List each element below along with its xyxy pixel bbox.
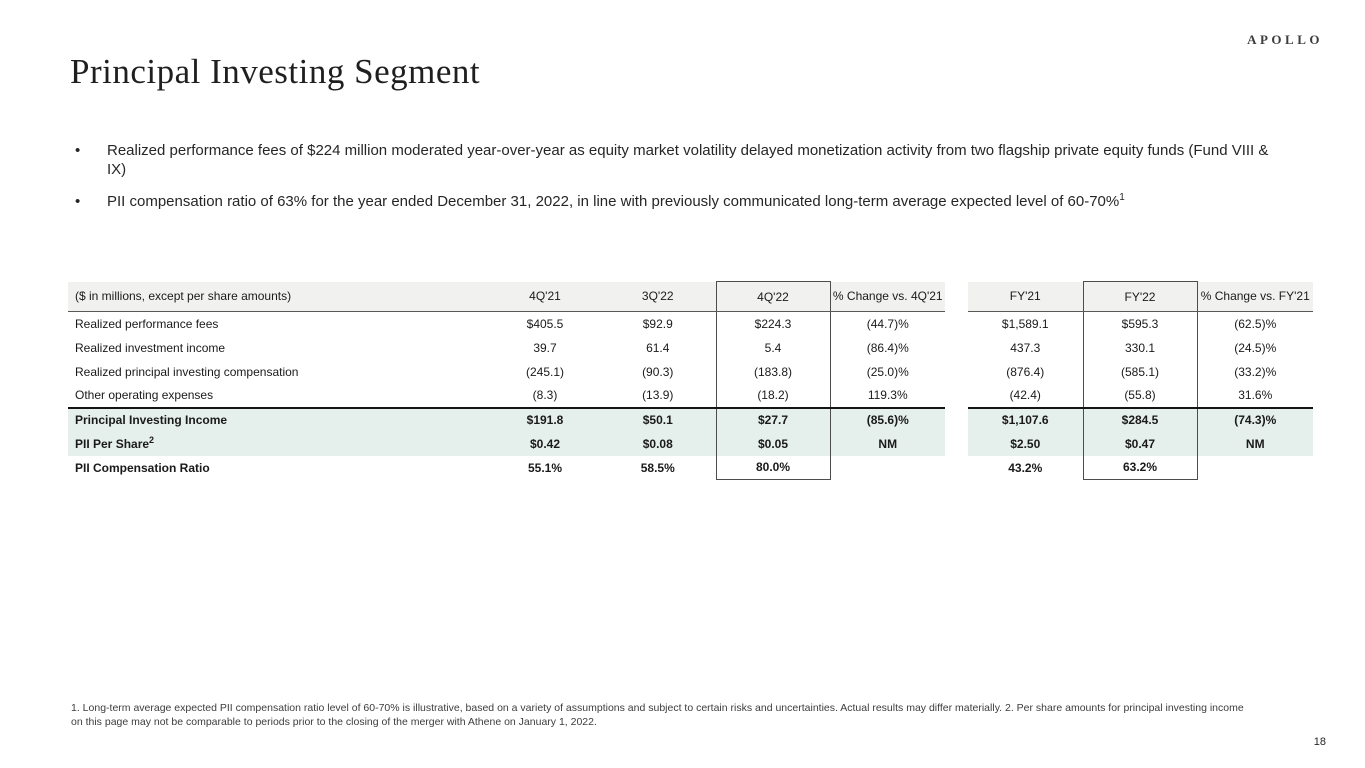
- column-header-3q22: 3Q'22: [600, 281, 716, 312]
- table-cell: 61.4: [646, 340, 670, 355]
- bullet-item: • PII compensation ratio of 63% for the y…: [75, 192, 1290, 211]
- table-cell: (42.4): [968, 383, 1083, 409]
- table-cell: [1197, 456, 1313, 480]
- table-cell: $224.3: [715, 311, 831, 336]
- table-row: Principal Investing Income $191.8 $50.1 $27…: [68, 407, 1313, 432]
- row-label: Realized performance fees: [75, 316, 219, 331]
- table-row: Realized investment income 39.7 61.4 5.4 (86…: [68, 335, 1313, 360]
- table-cell: (85.6)%: [830, 407, 945, 432]
- table-cell: 55.1%: [527, 460, 563, 475]
- row-label: Principal Investing Income: [68, 407, 490, 432]
- table-cell: 58.5%: [640, 460, 675, 475]
- table-cell: (44.7)%: [866, 316, 909, 331]
- table-cell: NM: [1197, 431, 1313, 456]
- column-group-gap: [945, 407, 968, 432]
- table-cell: 119.3%: [830, 383, 945, 409]
- table-cell: 31.6%: [1197, 383, 1313, 409]
- table-cell: $595.3: [1082, 311, 1198, 336]
- column-group-gap: [945, 455, 968, 480]
- table-cell: 437.3: [1010, 340, 1041, 355]
- table-cell: 39.7: [533, 340, 557, 355]
- row-label: PII Per Share2: [68, 431, 490, 456]
- table-cell: (8.3): [490, 383, 600, 409]
- column-group-gap: [945, 383, 968, 408]
- column-group-gap: [945, 431, 968, 456]
- footnote: 1. Long-term average expected PII compen…: [71, 702, 1244, 728]
- table-row: PII Compensation Ratio 55.1% 58.5% 80.0% 43.…: [68, 455, 1313, 480]
- table-cell: $284.5: [1082, 407, 1198, 432]
- row-label: Other operating expenses: [68, 383, 490, 409]
- table-cell: $1,107.6: [968, 407, 1083, 432]
- table-cell: (183.8): [715, 359, 831, 384]
- column-header-change-fy21: % Change vs. FY'21: [1197, 281, 1313, 312]
- bullet-item: • Realized performance fees of $224 milli…: [75, 141, 1290, 179]
- table-cell: $0.08: [600, 431, 716, 456]
- table-cell: [830, 456, 945, 480]
- table-cell: $27.7: [715, 407, 831, 432]
- page-title: Principal Investing Segment: [70, 52, 481, 91]
- column-group-gap: [945, 359, 968, 384]
- table-cell: (86.4)%: [866, 340, 909, 355]
- table-cell: (62.5)%: [1234, 316, 1277, 331]
- table-cell: (55.8): [1082, 383, 1198, 409]
- table-cell: 43.2%: [1008, 460, 1043, 475]
- table-cell: 330.1: [1082, 335, 1198, 360]
- table-cell: $1,589.1: [1001, 316, 1049, 331]
- table-header-row: ($ in millions, except per share amounts…: [68, 281, 1313, 312]
- table-cell: $191.8: [490, 407, 600, 432]
- bullet-list: • Realized performance fees of $224 milli…: [75, 141, 1290, 224]
- table-units-label: ($ in millions, except per share amounts…: [68, 281, 490, 312]
- table-cell: (90.3): [642, 364, 674, 379]
- table-cell: $50.1: [600, 407, 716, 432]
- apollo-logo: APOLLO: [1247, 32, 1323, 47]
- bullet-marker: •: [75, 142, 81, 159]
- table-cell: (13.9): [600, 383, 716, 409]
- bullet-marker: •: [75, 193, 81, 210]
- column-header-change-4q21: % Change vs. 4Q'21: [830, 281, 945, 312]
- table-cell: (876.4): [1006, 364, 1045, 379]
- table-row: Realized principal investing compensatio…: [68, 359, 1313, 384]
- table-row: PII Per Share2 $0.42 $0.08 $0.05 NM $2.50 $0.4…: [68, 431, 1313, 456]
- table-cell: (33.2)%: [1234, 364, 1277, 379]
- table-cell: (25.0)%: [866, 364, 909, 379]
- table-row: Other operating expenses (8.3) (13.9) (18.2…: [68, 383, 1313, 409]
- table-cell: $92.9: [642, 316, 673, 331]
- table-cell: 80.0%: [715, 455, 831, 480]
- table-cell: 5.4: [715, 335, 831, 360]
- table-cell: (18.2): [715, 383, 831, 409]
- table-cell: $0.47: [1082, 431, 1198, 456]
- table-cell: $405.5: [526, 316, 564, 331]
- table-cell: (585.1): [1082, 359, 1198, 384]
- page-number: 18: [1313, 736, 1326, 748]
- table-cell: $2.50: [968, 431, 1083, 456]
- bullet-text: Realized performance fees of $224 millio…: [107, 142, 1269, 178]
- column-header-fy22: FY'22: [1082, 281, 1198, 312]
- table-cell: $0.42: [490, 431, 600, 456]
- table-cell: (74.3)%: [1197, 407, 1313, 432]
- table-cell: $0.05: [715, 431, 831, 456]
- column-group-gap: [945, 281, 968, 312]
- column-header-4q21: 4Q'21: [490, 281, 600, 312]
- table-cell: (24.5)%: [1234, 340, 1277, 355]
- financials-table: ($ in millions, except per share amounts…: [68, 281, 1313, 480]
- row-label: PII Compensation Ratio: [75, 460, 210, 475]
- row-label: Realized principal investing compensatio…: [75, 364, 299, 379]
- table-cell: 63.2%: [1082, 455, 1198, 480]
- column-header-fy21: FY'21: [968, 281, 1083, 312]
- table-row: Realized performance fees $405.5 $92.9 $224…: [68, 311, 1313, 336]
- bullet-text: PII compensation ratio of 63% for the ye…: [107, 192, 1125, 211]
- column-header-4q22: 4Q'22: [715, 281, 831, 312]
- footnote-reference: 1: [1119, 192, 1125, 203]
- column-group-gap: [945, 311, 968, 336]
- row-label: Realized investment income: [75, 340, 226, 355]
- column-group-gap: [945, 335, 968, 360]
- footnote-reference: 2: [149, 434, 155, 445]
- table-cell: NM: [830, 431, 945, 456]
- table-cell: (245.1): [525, 364, 565, 379]
